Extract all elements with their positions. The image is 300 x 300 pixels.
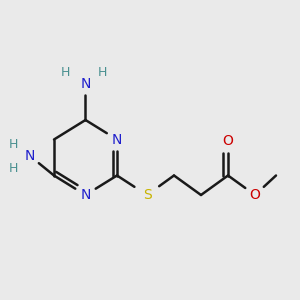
Text: H: H	[9, 161, 19, 175]
Text: H: H	[97, 65, 107, 79]
Text: N: N	[80, 77, 91, 91]
Text: N: N	[80, 188, 91, 202]
Text: H: H	[9, 137, 19, 151]
Text: N: N	[25, 149, 35, 163]
Text: O: O	[250, 188, 260, 202]
Text: N: N	[112, 133, 122, 146]
Text: H: H	[61, 65, 70, 79]
Text: S: S	[142, 188, 152, 202]
Text: O: O	[223, 134, 233, 148]
